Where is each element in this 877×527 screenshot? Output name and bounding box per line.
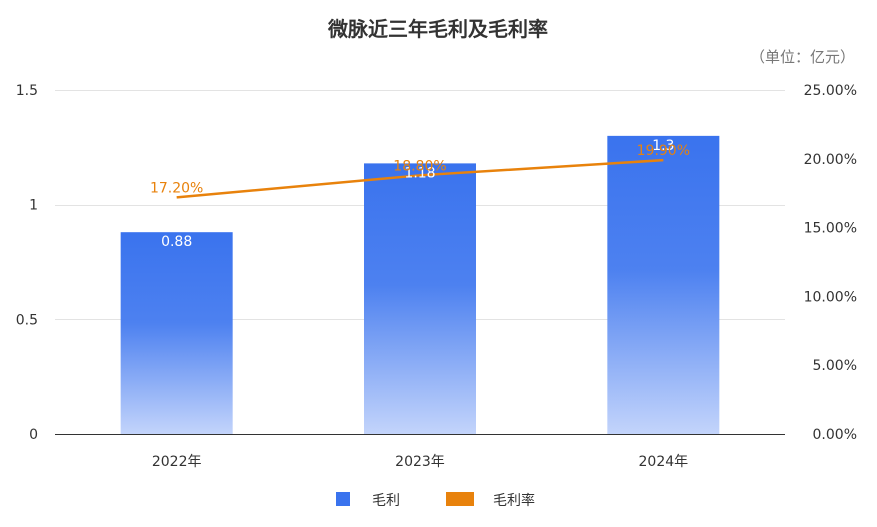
bar bbox=[120, 232, 233, 434]
right-tick-label: 0.00% bbox=[813, 427, 857, 443]
right-tick-label: 20.00% bbox=[804, 152, 857, 168]
right-tick-label: 25.00% bbox=[804, 83, 857, 99]
right-tick-label: 10.00% bbox=[804, 289, 857, 305]
chart-title: 微脉近三年毛利及毛利率 bbox=[327, 17, 548, 41]
bar-data-label: 1.3 bbox=[652, 138, 674, 154]
legend-swatch-line bbox=[446, 492, 474, 506]
x-tick-label: 2022年 bbox=[152, 454, 202, 470]
left-tick-label: 0 bbox=[29, 427, 38, 443]
unit-label: （单位：亿元） bbox=[750, 48, 855, 66]
x-axis: 2022年 2023年 2024年 bbox=[152, 454, 688, 470]
left-axis: 0 0.5 1 1.5 bbox=[16, 83, 38, 443]
bar-data-label: 0.88 bbox=[161, 234, 192, 250]
right-tick-label: 5.00% bbox=[813, 358, 857, 374]
legend: 毛利 毛利率 bbox=[336, 492, 535, 509]
right-axis: 0.00% 5.00% 10.00% 15.00% 20.00% 25.00% bbox=[804, 83, 857, 443]
legend-label-bar: 毛利 bbox=[372, 493, 400, 509]
legend-label-line: 毛利率 bbox=[493, 492, 535, 509]
data-labels: 0.88 1.18 1.3 17.20% 18.80% 19.90% bbox=[150, 138, 690, 250]
line-data-label: 17.20% bbox=[150, 180, 203, 196]
line-series bbox=[176, 158, 664, 199]
bar bbox=[364, 163, 476, 435]
bar bbox=[607, 135, 720, 434]
series-line bbox=[176, 158, 664, 199]
x-tick-label: 2023年 bbox=[395, 454, 445, 470]
line-data-label: 18.80% bbox=[393, 158, 446, 174]
left-tick-label: 1 bbox=[29, 198, 38, 214]
legend-swatch-bar bbox=[336, 492, 350, 506]
bar-data-label: 1.18 bbox=[404, 165, 435, 181]
x-tick-label: 2024年 bbox=[639, 454, 689, 470]
left-tick-label: 0.5 bbox=[16, 312, 38, 328]
left-tick-label: 1.5 bbox=[16, 83, 38, 99]
right-tick-label: 15.00% bbox=[804, 221, 857, 237]
bar-series bbox=[120, 135, 720, 435]
line-data-label: 19.90% bbox=[637, 143, 690, 159]
